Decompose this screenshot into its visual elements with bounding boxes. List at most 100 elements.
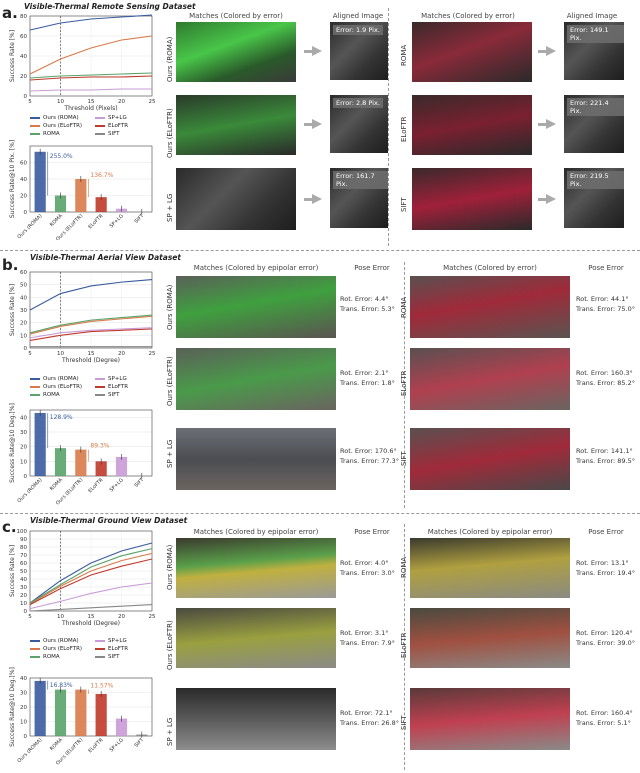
- y-tick-label: 20: [20, 74, 27, 80]
- pose-error: Rot. Error: 4.0° Trans. Error: 3.0°: [340, 559, 395, 577]
- bar: [95, 197, 107, 212]
- match-image: [176, 608, 336, 668]
- plot-frame: [29, 677, 153, 737]
- error-tag: Error: 161.7 Pix.: [333, 171, 388, 189]
- y-tick-label: 50: [20, 569, 27, 575]
- y-tick-label: 0: [24, 734, 28, 740]
- x-tick-label: SIFT: [134, 477, 146, 489]
- header-matches: Matches (Colored by epipolar error): [193, 528, 319, 536]
- header-matches: Matches (Colored by error): [443, 264, 537, 272]
- pose-error: Rot. Error: 3.1° Trans. Error: 7.9°: [340, 629, 395, 647]
- x-tick-label: ELoFTR: [87, 737, 105, 755]
- match-image: [176, 95, 296, 155]
- match-image: [410, 688, 570, 750]
- row-label: Ours (ELoFTR): [166, 620, 174, 670]
- arrow-shaft: [304, 198, 314, 201]
- match-image: [176, 276, 336, 338]
- series-line: [29, 542, 153, 604]
- legend-item: ELoFTR: [108, 384, 129, 390]
- aligned-image: Error: 1.9 Pix.: [330, 22, 388, 80]
- legend-a: Ours (ROMA) SP+LG Ours (ELoFTR) ELoFTR R…: [30, 114, 160, 138]
- y-tick-label: 20: [20, 194, 27, 200]
- error-tag: Error: 149.1 Pix.: [567, 25, 624, 43]
- bar: [54, 448, 67, 476]
- series-line: [29, 558, 153, 606]
- gain-label: 136.7%: [90, 172, 113, 179]
- y-tick-label: 20: [20, 321, 27, 327]
- legend-b: Ours (ROMA) SP+LG Ours (ELoFTR) ELoFTR R…: [30, 375, 160, 399]
- aligned-image: Error: 149.1 Pix.: [564, 22, 624, 80]
- bar: [75, 449, 87, 476]
- legend-item: ROMA: [43, 654, 60, 660]
- x-tick-label: ROMA: [49, 477, 64, 492]
- series-line: [29, 548, 153, 604]
- pose-error: Rot. Error: 2.1° Trans. Error: 1.8°: [340, 369, 395, 387]
- pose-error: Rot. Error: 160.4° Trans. Error: 5.1°: [576, 709, 633, 727]
- header-matches: Matches (Colored by error): [189, 12, 283, 20]
- legend-item: Ours (ROMA): [43, 115, 79, 121]
- x-tick-label: 10: [57, 99, 64, 105]
- series-line: [29, 72, 153, 79]
- series-line: [29, 279, 153, 311]
- pose-error: Rot. Error: 170.6° Trans. Error: 77.3°: [340, 447, 400, 465]
- aligned-image: Error: 161.7 Pix.: [330, 168, 388, 228]
- x-tick-label: 20: [118, 614, 125, 620]
- y-tick-label: 80: [20, 545, 27, 551]
- y-tick-label: 0: [24, 474, 28, 480]
- x-axis-label: Threshold (Pixels): [63, 105, 117, 112]
- line-chart-ground-view: 0 10 20 30 40 50 60 70 80 90 100 5 10 15 20 25 Threshold…: [9, 529, 156, 627]
- row-label: Ours (ROMA): [166, 284, 174, 330]
- error-tag: Error: 2.8 Pix.: [333, 98, 383, 108]
- arrow-shaft: [538, 123, 548, 126]
- x-tick-label: ROMA: [49, 213, 64, 228]
- x-tick-label: 10: [57, 614, 64, 620]
- x-tick-label: SP+LG: [109, 737, 125, 753]
- bar: [95, 693, 107, 736]
- row-label: ELoFTR: [400, 370, 408, 396]
- bar: [75, 689, 87, 736]
- y-tick-label: 10: [20, 601, 27, 607]
- y-tick-label: 0: [24, 346, 28, 352]
- legend-item: Ours (ELoFTR): [43, 123, 83, 129]
- legend-c: Ours (ROMA) SP+LG Ours (ELoFTR) ELoFTR R…: [30, 637, 160, 661]
- arrow-icon: [546, 119, 556, 129]
- match-image: [176, 538, 336, 598]
- y-tick-label: 40: [20, 54, 27, 60]
- aligned-image: Error: 219.5 Pix.: [564, 168, 624, 228]
- pose-error: Rot. Error: 13.1° Trans. Error: 19.4°: [576, 559, 636, 577]
- pose-error: Rot. Error: 160.3° Trans. Error: 85.2°: [576, 369, 636, 387]
- series-line: [29, 315, 153, 335]
- header-aligned: Aligned Image: [566, 12, 618, 20]
- gain-label: 255.0%: [50, 153, 73, 160]
- series-line: [29, 328, 153, 341]
- legend-item: ELoFTR: [108, 123, 129, 129]
- bar: [95, 461, 107, 476]
- header-pose: Pose Error: [588, 528, 624, 536]
- x-tick-label: 15: [88, 614, 95, 620]
- match-image: [410, 538, 570, 598]
- arrow-icon: [312, 194, 322, 204]
- bar: [54, 689, 67, 736]
- x-tick-label: Ours (ROMA): [16, 477, 43, 504]
- y-tick-label: 60: [20, 270, 27, 276]
- x-tick-label: SP+LG: [109, 477, 125, 493]
- legend-item: Ours (ELoFTR): [43, 646, 83, 652]
- row-label: SIFT: [400, 197, 408, 212]
- bar: [54, 195, 67, 212]
- chart-title-b: Visible-Thermal Aerial View Dataset: [30, 253, 181, 262]
- legend-item: ROMA: [43, 131, 60, 137]
- arrow-icon: [312, 46, 322, 56]
- legend-item: SP+LG: [108, 115, 127, 121]
- series-line: [29, 88, 152, 92]
- row-label: ELoFTR: [400, 632, 408, 658]
- row-label: SIFT: [400, 715, 408, 730]
- match-image: [410, 428, 570, 490]
- header-pose: Pose Error: [588, 264, 624, 272]
- plot-frame: [29, 409, 153, 477]
- x-tick-label: 25: [149, 614, 156, 620]
- x-tick-label: 25: [149, 99, 156, 105]
- x-tick-label: 15: [88, 351, 95, 357]
- legend-item: ELoFTR: [108, 646, 129, 652]
